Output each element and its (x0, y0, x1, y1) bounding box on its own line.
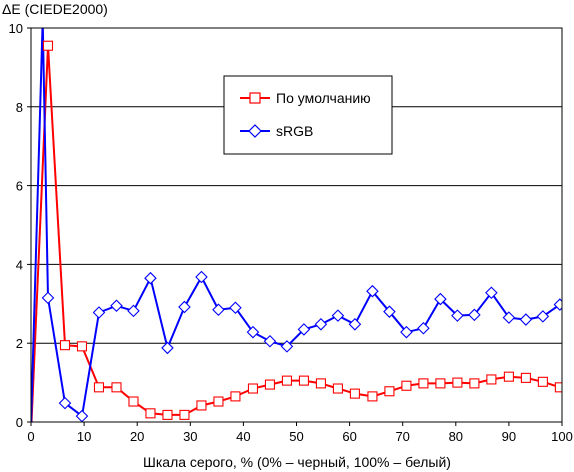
data-point-default (469, 378, 480, 389)
data-point-srgb (383, 305, 396, 318)
data-point-default (435, 378, 446, 389)
x-tick-label: 80 (449, 429, 463, 444)
x-tick-label: 30 (183, 429, 197, 444)
data-point-default (503, 371, 514, 382)
legend-label-default: По умолчанию (276, 90, 371, 106)
x-tick-label: 0 (27, 429, 34, 444)
data-point-default (401, 380, 412, 391)
x-tick-label: 40 (236, 429, 250, 444)
data-point-srgb (519, 313, 533, 326)
data-point-srgb (314, 318, 328, 331)
x-tick-label: 100 (551, 429, 573, 444)
data-point-srgb (161, 341, 174, 355)
y-tick-label: 2 (16, 336, 23, 351)
data-point-default (162, 409, 173, 420)
data-point-default (179, 409, 190, 420)
data-point-default (145, 408, 156, 419)
legend-marker-default (249, 92, 261, 104)
data-point-srgb (144, 271, 157, 285)
data-point-default (230, 391, 241, 402)
y-tick-label: 6 (16, 179, 23, 194)
data-point-default (486, 374, 497, 385)
legend-entry-srgb: sRGB (240, 123, 313, 139)
data-point-default (520, 372, 531, 383)
data-point-default (315, 378, 326, 389)
data-point-default (247, 383, 259, 394)
data-point-default (418, 378, 429, 389)
legend-label-srgb: sRGB (276, 123, 313, 139)
data-point-srgb (110, 299, 123, 313)
y-tick-label: 8 (16, 100, 23, 115)
data-point-default (452, 377, 463, 388)
data-point-srgb (553, 298, 562, 311)
data-point-srgb (246, 325, 260, 339)
data-point-srgb (502, 311, 516, 324)
data-point-default (384, 386, 395, 397)
data-point-srgb (58, 396, 72, 410)
data-point-default (111, 382, 122, 393)
legend-marker-srgb (248, 124, 262, 138)
y-axis-ticks: 0 2 4 6 8 10 (9, 21, 31, 430)
data-point-srgb (263, 334, 277, 348)
data-point-srgb (468, 308, 481, 322)
data-point-default (281, 375, 292, 386)
x-tick-label: 90 (502, 429, 516, 444)
data-point-default (196, 400, 207, 411)
data-point-srgb (536, 310, 550, 323)
x-tick-label: 10 (77, 429, 91, 444)
data-point-srgb (417, 321, 430, 335)
data-point-srgb (178, 300, 191, 314)
data-point-default (42, 40, 54, 51)
legend-box (223, 75, 393, 155)
data-point-srgb (485, 286, 498, 300)
data-point-srgb (434, 292, 447, 306)
y-tick-label: 10 (9, 21, 23, 36)
x-tick-label: 50 (289, 429, 303, 444)
data-point-srgb (366, 284, 379, 298)
legend: По умолчанию sRGB (223, 75, 393, 155)
data-point-default (128, 396, 139, 407)
data-point-srgb (297, 323, 311, 336)
x-tick-label: 20 (130, 429, 144, 444)
y-tick-label: 4 (16, 257, 23, 272)
data-point-srgb (331, 309, 345, 322)
data-point-default (349, 388, 360, 399)
data-point-srgb (92, 306, 106, 319)
data-point-default (298, 375, 309, 386)
x-tick-label: 60 (342, 429, 356, 444)
data-point-srgb (400, 325, 413, 339)
data-point-default (367, 391, 378, 402)
data-point-srgb (127, 304, 140, 318)
data-point-default (537, 376, 548, 387)
legend-entry-default: По умолчанию (240, 90, 371, 106)
data-point-srgb (229, 301, 242, 315)
data-point-default (76, 341, 88, 352)
data-point-default (332, 383, 343, 394)
x-axis-ticks: 0 10 20 30 40 50 60 70 80 90 100 (27, 422, 573, 444)
y-tick-label: 0 (16, 415, 23, 430)
y-axis-title: ΔE (CIEDE2000) (2, 1, 108, 17)
data-point-default (554, 382, 562, 393)
data-point-default (93, 382, 105, 393)
data-point-srgb (195, 270, 208, 284)
data-point-default (264, 379, 276, 390)
data-point-srgb (280, 340, 294, 353)
data-point-srgb (212, 303, 225, 316)
data-point-default (213, 396, 224, 407)
data-point-srgb (451, 309, 464, 322)
data-point-srgb (348, 318, 362, 331)
x-axis-title: Шкала серого, % (0% – черный, 100% – бел… (143, 454, 451, 470)
x-tick-label: 70 (395, 429, 409, 444)
data-point-default (59, 340, 71, 351)
data-point-srgb (41, 291, 55, 305)
series-layer (31, 28, 562, 422)
